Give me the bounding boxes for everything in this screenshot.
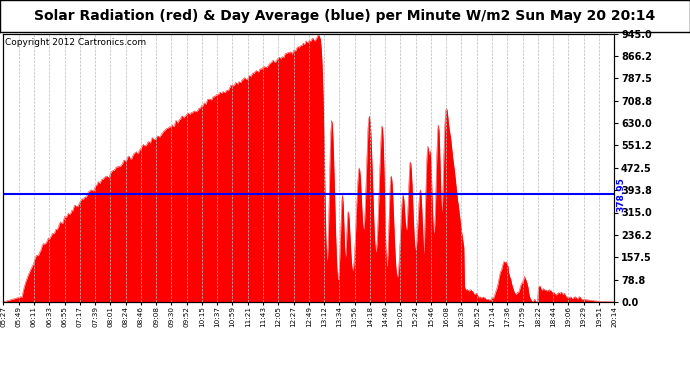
Text: 378.95: 378.95 xyxy=(616,177,625,212)
Text: Solar Radiation (red) & Day Average (blue) per Minute W/m2 Sun May 20 20:14: Solar Radiation (red) & Day Average (blu… xyxy=(34,9,655,23)
Text: Copyright 2012 Cartronics.com: Copyright 2012 Cartronics.com xyxy=(5,38,146,47)
